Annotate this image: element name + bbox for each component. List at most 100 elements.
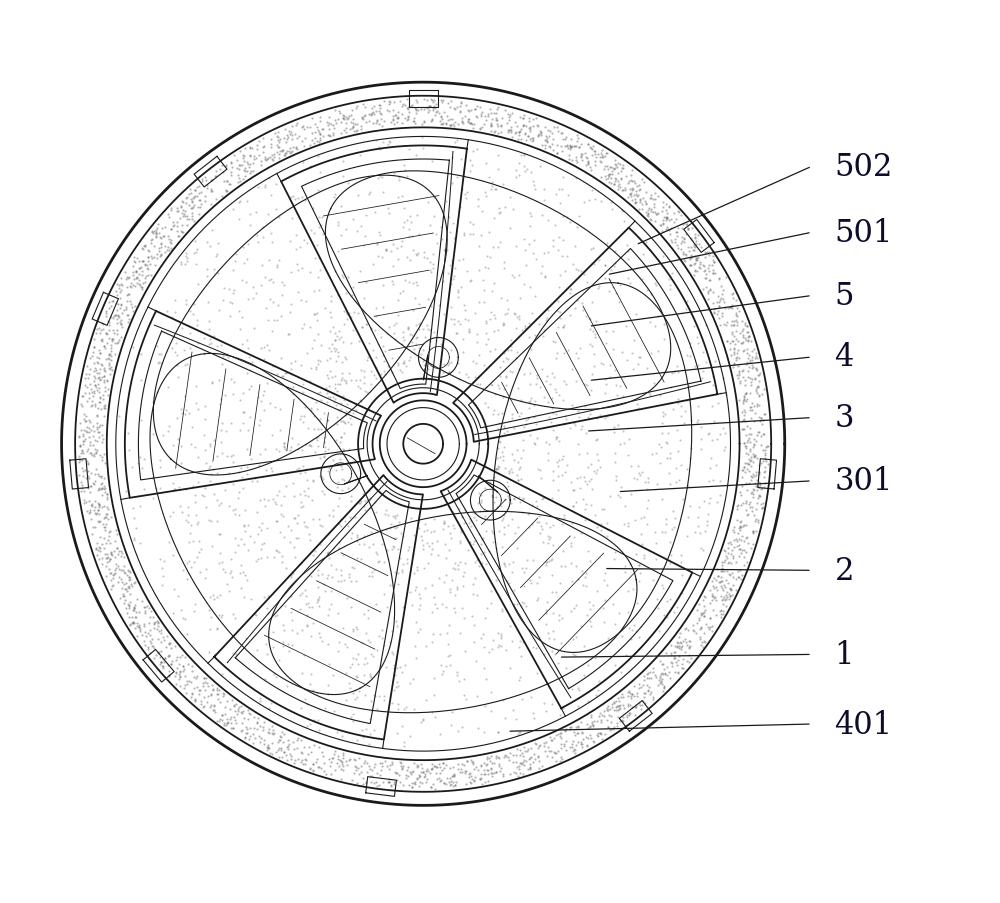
Point bbox=[310, 327, 326, 341]
Point bbox=[607, 154, 623, 168]
Point bbox=[167, 345, 183, 359]
Point bbox=[478, 381, 494, 396]
Point bbox=[110, 575, 126, 590]
Point bbox=[240, 423, 256, 437]
Point bbox=[653, 441, 669, 455]
Point bbox=[177, 669, 193, 684]
Point bbox=[558, 377, 574, 392]
Point bbox=[329, 417, 345, 432]
Point bbox=[655, 581, 671, 595]
Point bbox=[476, 503, 492, 517]
Point bbox=[317, 430, 333, 444]
Point bbox=[170, 590, 186, 604]
Point bbox=[653, 675, 669, 689]
Point bbox=[541, 744, 557, 759]
Point bbox=[209, 687, 225, 702]
Point bbox=[722, 343, 738, 358]
Point bbox=[551, 388, 567, 403]
Point bbox=[173, 440, 189, 454]
Point bbox=[726, 347, 742, 361]
Point bbox=[389, 675, 405, 690]
Point bbox=[745, 525, 761, 539]
Point bbox=[120, 308, 136, 322]
Point bbox=[207, 647, 223, 662]
Point bbox=[549, 347, 565, 361]
Point bbox=[656, 210, 672, 225]
Point bbox=[122, 279, 138, 293]
Point bbox=[423, 115, 439, 129]
Point bbox=[582, 728, 598, 742]
Point bbox=[701, 274, 717, 288]
Point bbox=[744, 470, 760, 484]
Point bbox=[362, 712, 378, 727]
Point bbox=[426, 759, 442, 773]
Point bbox=[361, 569, 377, 583]
Point bbox=[150, 619, 166, 634]
Point bbox=[153, 656, 169, 670]
Point bbox=[639, 501, 655, 516]
Point bbox=[680, 240, 696, 255]
Point bbox=[600, 703, 616, 718]
Point bbox=[312, 630, 328, 645]
Point bbox=[477, 508, 493, 523]
Point bbox=[393, 756, 409, 770]
Point bbox=[507, 526, 523, 541]
Point bbox=[372, 99, 388, 114]
Point bbox=[511, 310, 527, 324]
Point bbox=[149, 251, 165, 265]
Point bbox=[737, 439, 753, 453]
Point bbox=[137, 258, 153, 273]
Point bbox=[687, 256, 703, 271]
Point bbox=[446, 768, 462, 782]
Point bbox=[310, 759, 326, 774]
Point bbox=[743, 375, 759, 389]
Point bbox=[432, 115, 448, 129]
Point bbox=[605, 722, 621, 737]
Point bbox=[544, 137, 560, 152]
Point bbox=[385, 113, 401, 127]
Point bbox=[309, 751, 325, 766]
Point bbox=[342, 751, 358, 766]
Point bbox=[114, 582, 130, 596]
Point bbox=[549, 146, 565, 161]
Point bbox=[728, 532, 744, 546]
Point bbox=[378, 244, 394, 258]
Point bbox=[192, 201, 208, 216]
Point bbox=[260, 589, 276, 603]
Point bbox=[111, 545, 127, 559]
Point bbox=[520, 412, 536, 426]
Point bbox=[348, 404, 364, 418]
Point bbox=[520, 412, 536, 426]
Point bbox=[283, 265, 299, 280]
Point bbox=[98, 507, 114, 522]
Point bbox=[605, 162, 621, 176]
Point bbox=[161, 233, 177, 247]
Point bbox=[422, 263, 438, 277]
Point bbox=[89, 416, 105, 431]
Point bbox=[297, 583, 313, 598]
Point bbox=[595, 358, 611, 372]
Point bbox=[654, 426, 670, 441]
Point bbox=[472, 772, 488, 787]
Point bbox=[751, 411, 767, 425]
Point bbox=[666, 651, 682, 666]
Point bbox=[394, 365, 410, 379]
Point bbox=[523, 166, 539, 181]
Point bbox=[369, 237, 385, 252]
Point bbox=[601, 170, 617, 184]
Point bbox=[127, 575, 143, 590]
Point bbox=[532, 125, 548, 139]
Point bbox=[216, 716, 232, 731]
Point bbox=[569, 135, 585, 149]
Point bbox=[74, 478, 90, 492]
Point bbox=[136, 600, 152, 614]
Point bbox=[717, 426, 733, 441]
Point bbox=[545, 406, 561, 421]
Point bbox=[222, 309, 238, 323]
Point bbox=[490, 324, 506, 339]
Point bbox=[81, 414, 97, 428]
Point bbox=[107, 550, 123, 564]
Point bbox=[358, 776, 374, 790]
Point bbox=[259, 740, 275, 755]
Point bbox=[314, 567, 330, 582]
